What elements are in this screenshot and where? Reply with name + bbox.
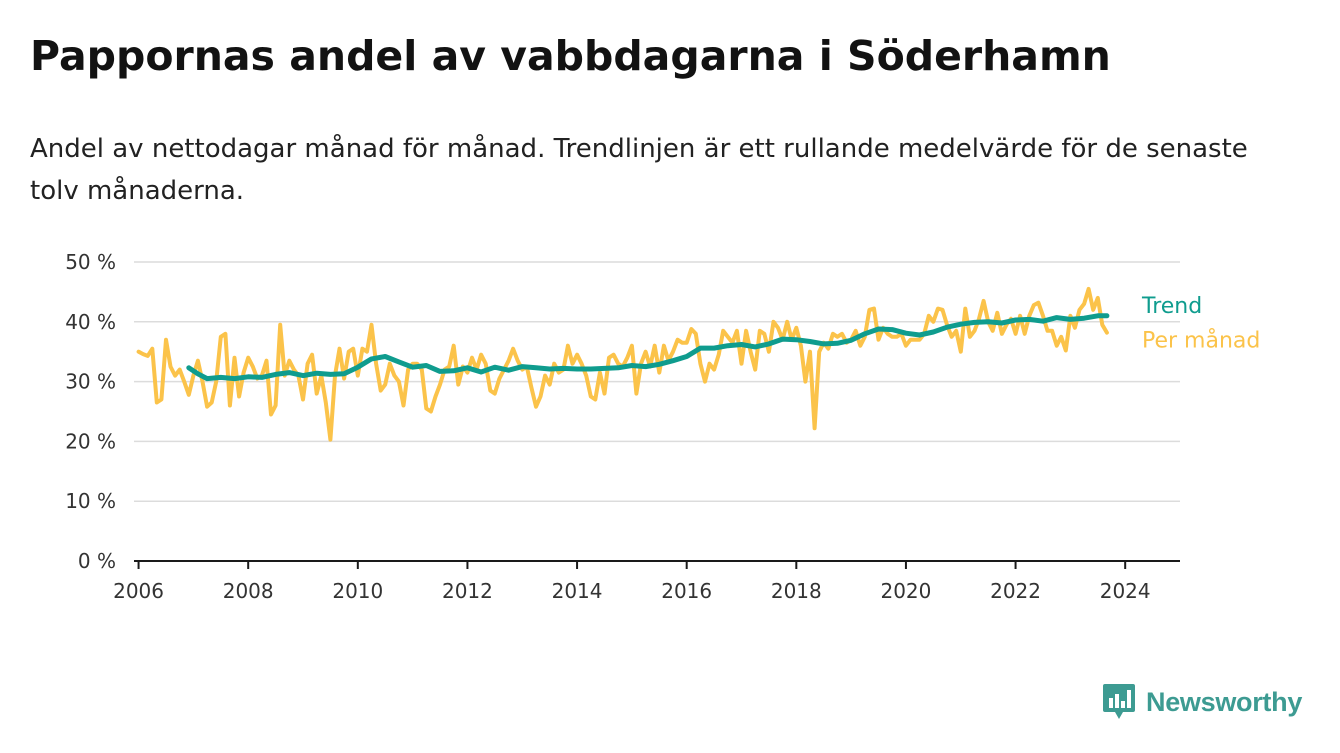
chart-title: Pappornas andel av vabbdagarna i Söderha… (30, 32, 1111, 80)
grid-lines (134, 261, 1180, 502)
x-axis-ticks: 2006 2008 2010 2012 2014 2016 2018 2020 2022 2024 (113, 561, 1151, 603)
y-axis-ticks: 0 % 10 % 20 % 30 % 40 % 50 % (65, 250, 116, 573)
x-tick-label: 2024 (1100, 579, 1151, 603)
series-line-per-m-nad (136, 286, 1109, 442)
y-tick-label: 40 % (65, 310, 116, 334)
x-tick-label: 2022 (990, 579, 1041, 603)
series-labels: Per månad Trend (1141, 294, 1260, 354)
x-tick-label: 2010 (332, 579, 383, 603)
x-tick-label: 2006 (113, 579, 164, 603)
x-tick-label: 2020 (880, 579, 931, 603)
x-tick-label: 2012 (442, 579, 493, 603)
y-tick-label: 10 % (65, 489, 116, 513)
brand-name: Newsworthy (1146, 686, 1303, 717)
y-tick-label: 20 % (65, 429, 116, 453)
x-tick-label: 2016 (661, 579, 712, 603)
x-tick-label: 2018 (771, 579, 822, 603)
y-tick-label: 30 % (65, 370, 116, 394)
x-tick-label: 2008 (223, 579, 274, 603)
x-tick-label: 2014 (552, 579, 603, 603)
series-lines (136, 286, 1110, 442)
newsworthy-brand[interactable]: Newsworthy (1102, 682, 1302, 722)
series-line-trend (186, 313, 1110, 382)
newsworthy-logo-icon (1103, 684, 1135, 719)
chart-subtitle: Andel av nettodagar månad för månad. Tre… (30, 134, 1248, 206)
series-label-per-m-nad: Per månad (1142, 328, 1260, 354)
y-tick-label: 0 % (78, 549, 116, 573)
y-tick-label: 50 % (65, 250, 116, 274)
series-label-trend: Trend (1141, 294, 1202, 319)
